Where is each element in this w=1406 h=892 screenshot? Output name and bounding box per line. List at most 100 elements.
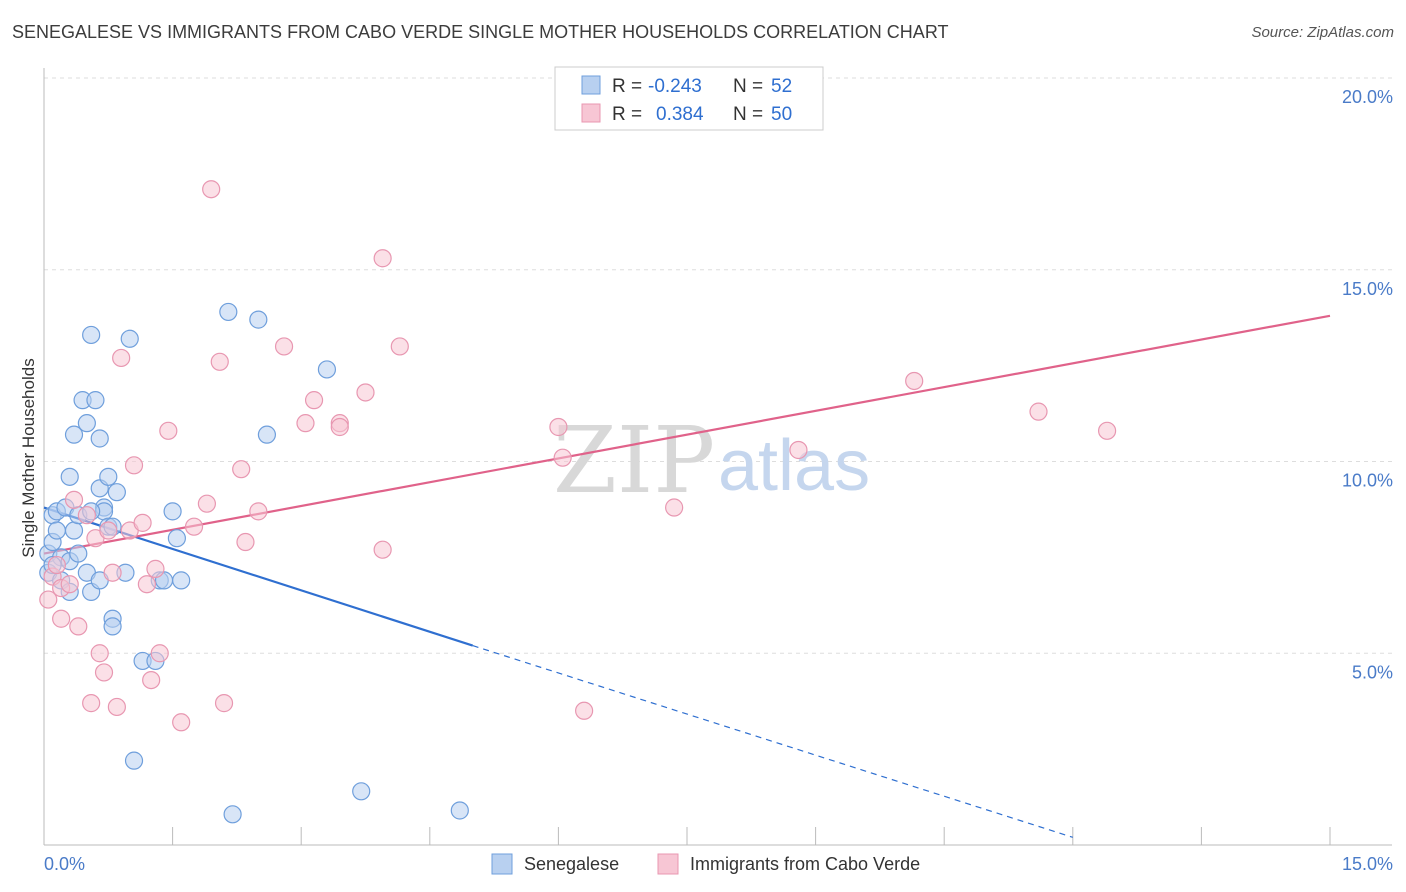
- cabo-verde-point-2: [47, 555, 66, 575]
- grid-lines: [44, 77, 1392, 654]
- cabo-verde-point-18: [124, 456, 144, 475]
- legend-r-label-1: R =: [612, 76, 642, 97]
- cabo-verde-point-26: [184, 517, 204, 536]
- cabo-verde-point-34: [274, 337, 294, 356]
- legend-swatch-senegalese: [581, 75, 601, 95]
- series-swatch-senegalese: [491, 853, 513, 875]
- y-tick-label-1: 10.0%: [1342, 471, 1393, 491]
- cabo-verde-point-50: [1097, 421, 1117, 440]
- y-axis-label: Single Mother Households: [19, 358, 38, 557]
- cabo-verde-point-12: [94, 663, 114, 682]
- senegalese-point-35: [124, 751, 144, 770]
- senegalese-point-19: [82, 325, 101, 345]
- cabo-verde-point-40: [373, 249, 392, 268]
- senegalese-trend-extension: [472, 645, 1073, 838]
- cabo-verde-point-25: [172, 713, 191, 732]
- cabo-verde-point-19: [133, 513, 152, 532]
- cabo-verde-point-14: [103, 563, 122, 582]
- cabo-verde-point-22: [146, 559, 165, 578]
- cabo-verde-point-28: [202, 180, 221, 199]
- legend-swatch-cabo-verde: [581, 103, 601, 123]
- senegalese-point-42: [172, 571, 191, 590]
- cabo-verde-point-6: [64, 490, 84, 509]
- cabo-verde-point-24: [159, 421, 178, 440]
- series-label-senegalese: Senegalese: [524, 854, 619, 874]
- senegalese-point-17: [77, 414, 96, 433]
- cabo-verde-point-47: [789, 440, 808, 460]
- series-swatch-cabo-verde: [657, 853, 679, 875]
- legend-r-value-2: 0.384: [656, 104, 704, 125]
- cabo-verde-point-27: [197, 494, 216, 513]
- cabo-verde-point-45: [575, 701, 594, 720]
- cabo-verde-point-41: [373, 540, 392, 559]
- cabo-verde-point-44: [553, 448, 572, 467]
- cabo-verde-point-15: [107, 697, 126, 717]
- senegalese-point-47: [317, 360, 337, 379]
- cabo-verde-point-30: [214, 694, 234, 713]
- cabo-verde-point-39: [356, 383, 375, 402]
- series-label-cabo-verde: Immigrants from Cabo Verde: [690, 854, 920, 874]
- cabo-verde-point-0: [39, 590, 58, 609]
- cabo-verde-point-13: [99, 521, 118, 540]
- senegalese-point-34: [120, 329, 139, 348]
- senegalese-point-28: [99, 467, 118, 486]
- cabo-verde-point-8: [77, 506, 96, 525]
- senegalese-point-46: [257, 425, 277, 444]
- cabo-verde-point-32: [236, 532, 255, 552]
- senegalese-point-5: [47, 521, 66, 540]
- senegalese-point-32: [107, 483, 126, 502]
- cabo-verde-point-36: [304, 391, 324, 410]
- cabo-verde-point-31: [232, 460, 251, 479]
- cabo-verde-point-16: [112, 348, 131, 368]
- cabo-verde-point-33: [249, 502, 268, 521]
- senegalese-point-40: [163, 502, 182, 521]
- cabo-verde-point-35: [296, 414, 315, 433]
- x-tick-label-1: 15.0%: [1342, 854, 1393, 874]
- watermark-atlas: atlas: [718, 426, 870, 506]
- legend-n-value-1: 52: [771, 76, 792, 97]
- x-tick-label-0: 0.0%: [44, 854, 85, 874]
- cabo-verde-point-4: [52, 609, 71, 628]
- axes: [43, 68, 1392, 846]
- cabo-verde-point-7: [69, 617, 88, 636]
- senegalese-point-49: [450, 801, 469, 820]
- legend-n-label-2: N =: [733, 104, 763, 125]
- cabo-verde-point-5: [60, 575, 79, 594]
- y-tick-label-2: 15.0%: [1342, 279, 1393, 299]
- senegalese-point-41: [167, 529, 186, 548]
- senegalese-point-43: [219, 302, 238, 322]
- cabo-verde-trend-line: [43, 314, 1331, 555]
- senegalese-point-48: [352, 782, 371, 801]
- cabo-verde-point-23: [150, 644, 169, 663]
- cabo-verde-point-46: [665, 498, 684, 517]
- x-tick-labels: 0.0% 15.0%: [44, 854, 1393, 874]
- y-tick-label-3: 20.0%: [1342, 87, 1393, 107]
- legend-n-label-1: N =: [733, 76, 763, 97]
- y-tick-label-0: 5.0%: [1352, 662, 1393, 682]
- cabo-verde-point-49: [1029, 402, 1048, 421]
- y-tick-labels: 5.0% 10.0% 15.0% 20.0%: [1342, 87, 1393, 682]
- cabo-verde-point-43: [549, 417, 568, 437]
- cabo-verde-point-9: [82, 694, 101, 713]
- cabo-verde-point-29: [210, 352, 229, 371]
- cabo-verde-point-21: [142, 670, 161, 690]
- cabo-verde-point-42: [390, 337, 409, 356]
- cabo-verde-point-11: [90, 644, 109, 663]
- legend-r-label-2: R =: [612, 104, 642, 125]
- senegalese-point-31: [103, 617, 122, 636]
- chart-title: SENEGALESE VS IMMIGRANTS FROM CABO VERDE…: [12, 22, 949, 42]
- source-credit: Source: ZipAtlas.com: [1251, 24, 1394, 41]
- legend-n-value-2: 50: [771, 104, 792, 125]
- trend-lines: [43, 314, 1331, 838]
- senegalese-point-45: [249, 310, 268, 329]
- senegalese-point-13: [64, 425, 84, 444]
- cabo-verde-point-38: [330, 417, 349, 437]
- senegalese-point-21: [86, 391, 105, 410]
- senegalese-point-24: [90, 429, 109, 448]
- cabo-verde-point-20: [137, 575, 156, 594]
- series-legend: Senegalese Immigrants from Cabo Verde: [491, 853, 920, 875]
- legend-r-value-1: -0.243: [648, 76, 702, 97]
- cabo-verde-point-48: [905, 371, 924, 391]
- watermark-zip: ZIP: [553, 407, 715, 514]
